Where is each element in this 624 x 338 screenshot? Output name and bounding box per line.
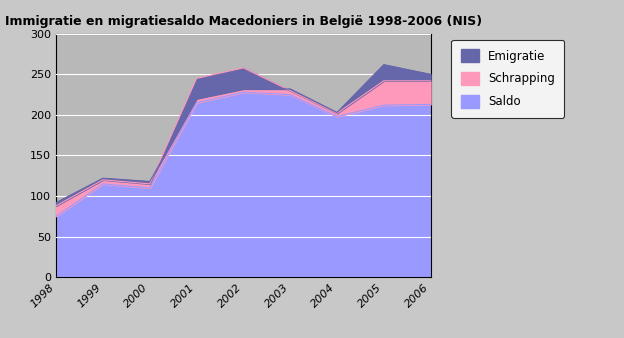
Title: Immigratie en migratiesaldo Macedoniers in België 1998-2006 (NIS): Immigratie en migratiesaldo Macedoniers … [5, 16, 482, 28]
Legend: Emigratie, Schrapping, Saldo: Emigratie, Schrapping, Saldo [451, 40, 564, 118]
